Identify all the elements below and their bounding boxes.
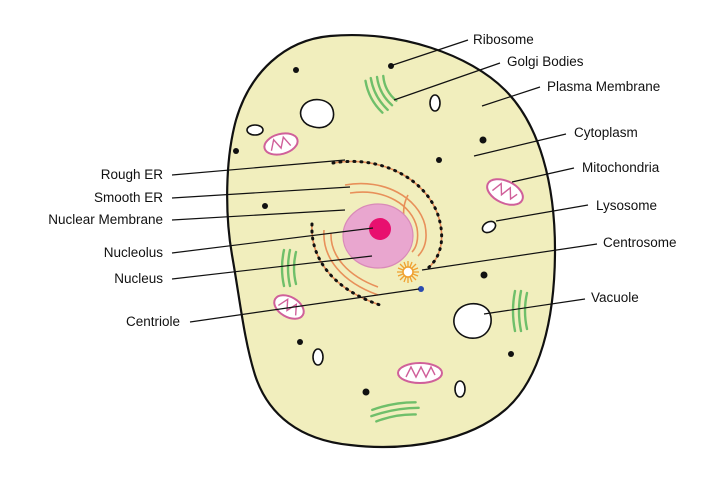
- label-cytoplasm: Cytoplasm: [574, 125, 638, 140]
- label-nucleus: Nucleus: [114, 271, 163, 286]
- label-nuclear-membrane: Nuclear Membrane: [48, 212, 163, 227]
- leader-lines: [171, 39, 598, 323]
- label-rough-er: Rough ER: [101, 167, 164, 182]
- label-vacuole: Vacuole: [591, 290, 639, 305]
- label-ribosome: Ribosome: [473, 32, 534, 47]
- centrosome: [397, 261, 419, 283]
- label-lysosome: Lysosome: [596, 198, 657, 213]
- label-mitochondria: Mitochondria: [582, 160, 660, 175]
- golgi-bodies: [280, 74, 529, 423]
- label-plasma-membrane: Plasma Membrane: [547, 79, 660, 94]
- label-golgi-bodies: Golgi Bodies: [507, 54, 584, 69]
- vacuoles: [246, 94, 497, 398]
- label-smooth-er: Smooth ER: [94, 190, 163, 205]
- ribosomes: [233, 63, 514, 396]
- label-centriole: Centriole: [126, 314, 180, 329]
- nucleolus: [369, 218, 391, 240]
- centriole: [418, 286, 424, 292]
- label-centrosome: Centrosome: [603, 235, 677, 250]
- mitochondria-organelles: [263, 132, 524, 384]
- label-nucleolus: Nucleolus: [104, 245, 164, 260]
